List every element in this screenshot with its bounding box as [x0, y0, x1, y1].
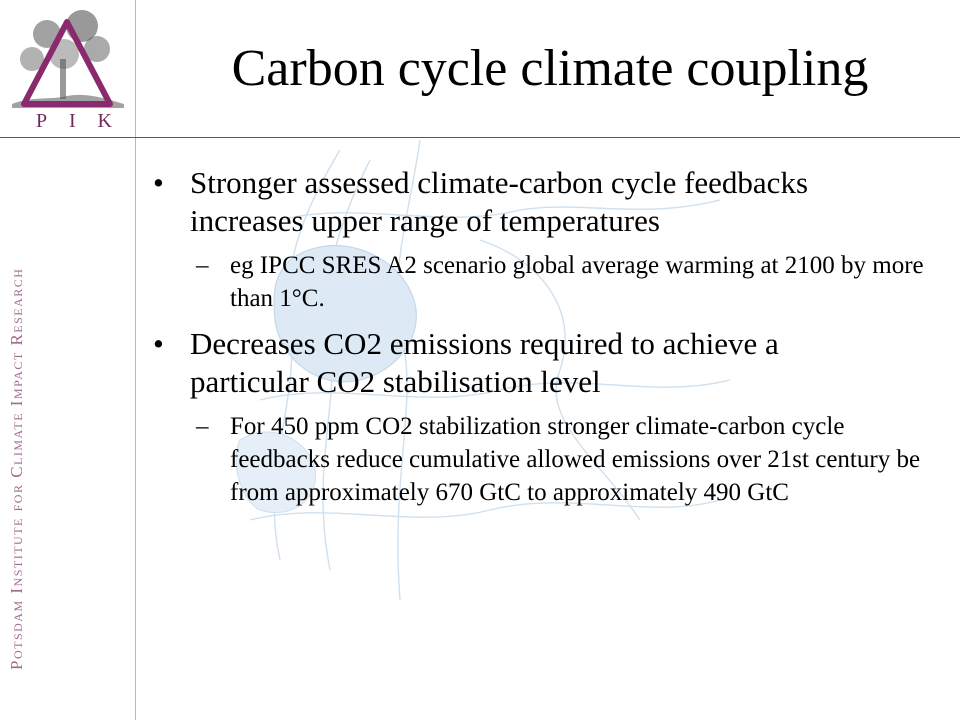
header-rule — [0, 137, 960, 138]
bullet-2-text: Decreases CO2 emissions required to achi… — [190, 326, 779, 399]
bullet-2-sub-1-text: For 450 ppm CO2 stabilization stronger c… — [230, 413, 921, 506]
pik-logo — [12, 10, 124, 108]
bullet-2: • Decreases CO2 emissions required to ac… — [150, 325, 950, 401]
bullet-marker: • — [153, 165, 164, 200]
institute-name-vertical: Potsdam Institute for Climate Impact Res… — [7, 267, 26, 670]
sub-bullet-marker: – — [196, 252, 209, 279]
map-contour-background — [235, 140, 731, 601]
bullet-marker: • — [153, 326, 164, 361]
vertical-rule — [135, 0, 136, 720]
logo-letter-p: P — [36, 110, 48, 132]
bullet-1: • Stronger assessed climate-carbon cycle… — [150, 164, 950, 240]
sub-bullet-marker: – — [196, 413, 209, 440]
bullet-1-text: Stronger assessed climate-carbon cycle f… — [190, 165, 809, 238]
bullet-1-sub-1-text: eg IPCC SRES A2 scenario global average … — [230, 252, 924, 312]
bullet-2-sub-1: – For 450 ppm CO2 stabilization stronger… — [150, 410, 950, 509]
logo-letters: P I K — [36, 110, 112, 133]
logo-letter-k: K — [97, 110, 112, 132]
bullet-1-sub-1: – eg IPCC SRES A2 scenario global averag… — [150, 249, 950, 315]
slide-title: Carbon cycle climate coupling — [231, 40, 869, 97]
logo-letter-i: I — [69, 110, 76, 132]
slide-content: • Stronger assessed climate-carbon cycle… — [150, 164, 950, 519]
